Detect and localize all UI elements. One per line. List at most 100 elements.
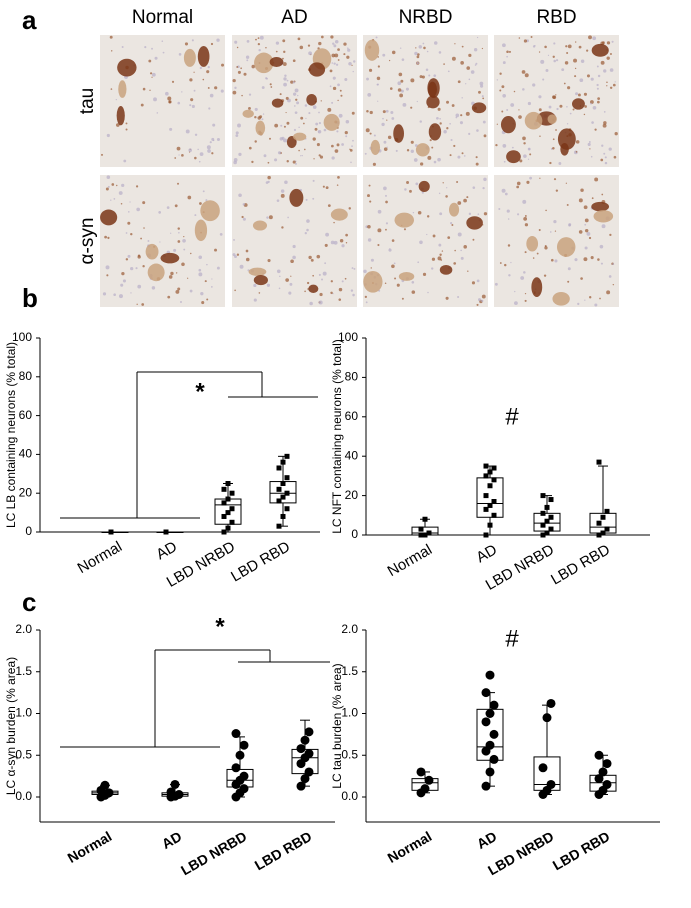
cell [552,292,570,306]
speckle [481,95,484,98]
data-point [418,526,424,532]
speckle [106,274,109,277]
data-point [481,781,491,791]
speckle [202,190,205,193]
speckle [341,244,345,248]
speckle [530,36,533,39]
cell [116,106,125,126]
speckle [367,194,370,198]
speckle [263,154,267,158]
speckle [331,53,336,58]
speckle [300,155,302,157]
speckle [573,58,578,63]
speckle [351,64,353,67]
speckle [137,255,141,259]
speckle [552,95,557,100]
speckle [295,162,297,165]
speckle [524,73,529,78]
speckle [246,40,250,43]
x-tick-label: AD [473,541,500,566]
data-point [485,670,495,680]
speckle [337,59,340,61]
data-point [304,727,314,737]
speckle [187,277,189,279]
speckle [391,264,395,269]
speckle [198,268,202,272]
speckle [389,248,391,250]
speckle [590,102,592,105]
speckle [254,140,257,143]
speckle [235,131,239,135]
speckle [499,72,502,75]
speckle [465,83,467,85]
speckle [475,162,479,166]
speckle [538,229,541,232]
speckle [601,224,606,229]
y-tick-label: 60 [19,408,33,422]
speckle [482,186,485,190]
cell [415,143,430,157]
speckle [524,299,527,302]
speckle [261,118,264,121]
data-point [483,493,489,499]
speckle [135,185,139,188]
speckle [399,93,404,98]
speckle [586,49,589,52]
speckle [295,98,298,101]
speckle [461,97,463,99]
speckle [251,64,256,69]
cell [183,48,196,67]
speckle [555,129,557,131]
speckle [609,86,613,90]
speckle [125,122,128,125]
speckle [601,193,604,196]
speckle [405,87,409,91]
speckle [127,221,131,225]
speckle [243,72,247,76]
speckle [483,177,487,182]
speckle [242,203,246,206]
speckle [614,81,616,83]
data-point [100,780,110,790]
x-tick-label: LBD RBD [228,538,293,585]
speckle [550,258,554,262]
speckle [552,147,555,150]
speckle [194,133,198,136]
speckle [504,192,508,196]
speckle [327,204,331,208]
speckle [612,263,615,266]
speckle [566,203,569,206]
speckle [437,157,441,162]
speckle [187,195,192,200]
speckle [419,240,423,245]
speckle [482,120,486,124]
speckle [306,228,309,232]
speckle [432,234,436,238]
speckle [474,64,477,66]
speckle [268,215,273,220]
cell [471,102,487,114]
data-point [276,486,282,492]
speckle [197,148,199,151]
speckle [344,130,348,135]
speckle [545,209,547,212]
speckle [454,43,456,45]
speckle [369,132,372,135]
speckle [130,232,133,236]
speckle [583,205,588,210]
speckle [467,270,469,272]
speckle [285,111,287,114]
speckle [544,246,548,250]
speckle [120,283,124,287]
speckle [166,206,170,209]
speckle [538,108,542,112]
speckle [583,92,588,96]
speckle [297,37,301,41]
y-tick-label: 1.5 [15,664,32,678]
speckle [269,137,271,140]
speckle [561,68,565,72]
x-tick-label: LBD NRBD [178,828,249,878]
speckle [199,66,202,70]
speckle [481,294,486,299]
speckle [318,300,323,305]
